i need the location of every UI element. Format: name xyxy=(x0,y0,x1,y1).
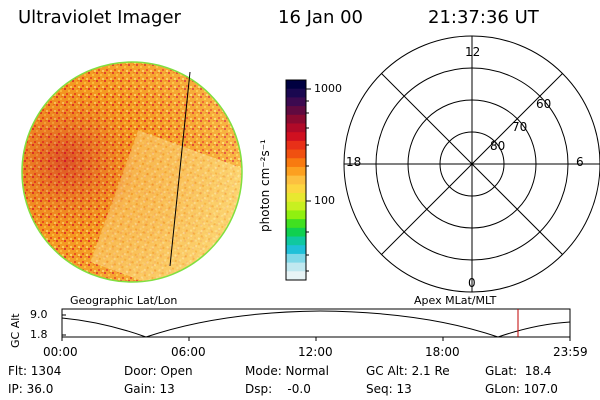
gc-alt-xtick-3: 18:00 xyxy=(425,345,460,359)
lat-label-80: 80 xyxy=(490,139,506,153)
gc-alt-xtick-2: 12:00 xyxy=(298,345,333,359)
mlt-label-bottom: 0 xyxy=(468,276,476,290)
gc-alt-ytick-9: 9.0 xyxy=(30,308,48,321)
colorbar-segment xyxy=(286,97,306,107)
status-gc-alt: GC Alt: 2.1 Re xyxy=(366,364,450,378)
status-mode: Mode: Normal xyxy=(245,364,329,378)
status-ip: IP: 36.0 xyxy=(8,382,54,396)
colorbar-tick-1000: 1000 xyxy=(314,82,342,95)
colorbar-unit-label: photon cm⁻²s⁻¹ xyxy=(258,139,272,232)
colorbar-segment xyxy=(286,193,306,203)
colorbar-segment xyxy=(286,158,306,168)
status-seq: Seq: 13 xyxy=(366,382,412,396)
colorbar-tick-100: 100 xyxy=(314,194,335,207)
colorbar-segment xyxy=(286,123,306,133)
colorbar-segment xyxy=(286,227,306,238)
colorbar xyxy=(286,80,306,281)
image-caption: Geographic Lat/Lon xyxy=(70,294,178,307)
status-door: Door: Open xyxy=(124,364,193,378)
status-glon: GLon: 107.0 xyxy=(485,382,558,396)
colorbar-segment xyxy=(286,149,306,159)
instrument-title: Ultraviolet Imager xyxy=(18,7,181,28)
gc-alt-xtick-1: 06:00 xyxy=(171,345,206,359)
lat-label-70: 70 xyxy=(512,120,528,134)
mlt-label-left: 18 xyxy=(346,155,362,169)
colorbar-segment xyxy=(286,132,306,142)
date-label: 16 Jan 00 xyxy=(278,7,363,28)
colorbar-segment xyxy=(286,184,306,194)
polar-grid xyxy=(343,35,600,293)
colorbar-segment xyxy=(286,219,306,229)
colorbar-segment xyxy=(286,140,306,151)
colorbar-segment xyxy=(286,80,306,90)
colorbar-segment xyxy=(286,106,306,116)
gc-alt-trace xyxy=(61,310,571,338)
gc-alt-plot xyxy=(61,308,571,341)
colorbar-segment xyxy=(286,166,306,177)
status-dsp: Dsp: -0.0 xyxy=(245,382,311,396)
gc-alt-xtick-0: 00:00 xyxy=(43,345,78,359)
colorbar-segment xyxy=(286,210,306,220)
mlt-label-top: 12 xyxy=(465,45,481,59)
colorbar-segment xyxy=(286,175,306,185)
colorbar-segment xyxy=(286,262,306,272)
colorbar-segment xyxy=(286,114,306,124)
colorbar-segment xyxy=(286,271,306,281)
colorbar-segment xyxy=(286,236,306,246)
colorbar-segment xyxy=(286,88,306,98)
terminator-line xyxy=(169,71,191,267)
lat-label-60: 60 xyxy=(536,97,552,111)
time-label: 21:37:36 UT xyxy=(428,7,539,28)
colorbar-segment xyxy=(286,253,306,264)
colorbar-segment xyxy=(286,201,306,211)
gc-alt-ylabel: GC Alt xyxy=(9,313,22,348)
status-flt: Flt: 1304 xyxy=(8,364,62,378)
gc-alt-frame xyxy=(61,308,571,338)
status-gain: Gain: 13 xyxy=(124,382,175,396)
colorbar-segment xyxy=(286,245,306,255)
uv-image-disk xyxy=(21,61,243,283)
status-glat: GLat: 18.4 xyxy=(485,364,552,378)
gc-alt-xtick-4: 23:59 xyxy=(553,345,588,359)
mlt-label-right: 6 xyxy=(576,155,584,169)
colorbar-frame xyxy=(285,79,307,281)
polar-caption: Apex MLat/MLT xyxy=(414,294,497,307)
gc-alt-ytick-1-8: 1.8 xyxy=(30,328,48,341)
